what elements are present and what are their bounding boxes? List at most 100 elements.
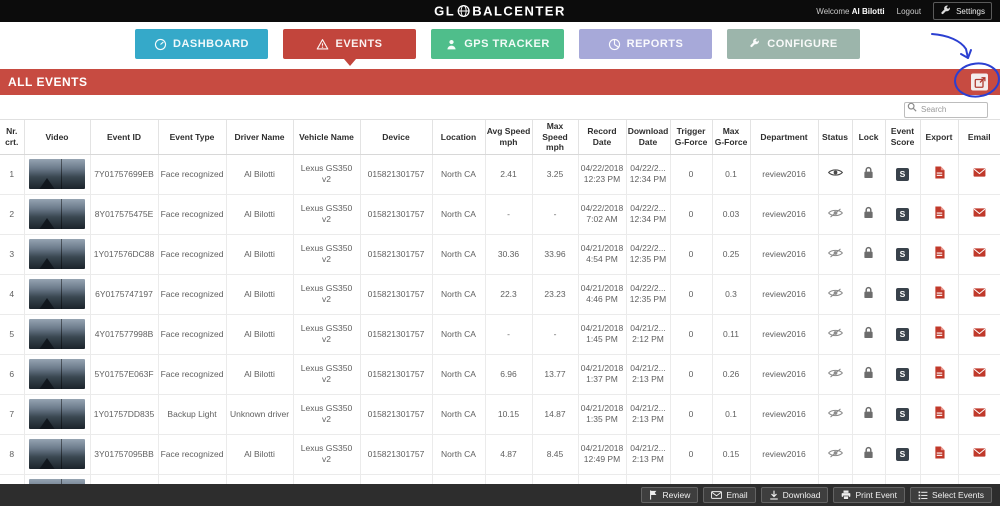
footer-button-label: Print Event bbox=[855, 490, 898, 500]
download-button[interactable]: Download bbox=[760, 487, 829, 503]
event-row[interactable]: 4 6Y0175747197 Face recognized Al Bilotti Le… bbox=[0, 274, 1000, 315]
export-events-button[interactable] bbox=[971, 73, 988, 91]
video-thumbnail[interactable] bbox=[29, 439, 85, 470]
column-header: Location bbox=[432, 120, 486, 155]
event-id-cell: 5Y01757E063F bbox=[90, 354, 159, 395]
eye-off-icon[interactable] bbox=[827, 288, 843, 298]
nav-tab-events[interactable]: EVENTS bbox=[283, 29, 416, 66]
event-row[interactable]: 6 5Y01757E063F Face recognized Al Bilotti Le… bbox=[0, 354, 1000, 395]
trigger-gforce-cell-text: 0 bbox=[688, 368, 694, 379]
event-score-badge[interactable]: S bbox=[896, 327, 909, 341]
pdf-icon[interactable] bbox=[934, 246, 945, 259]
date-line-1: 04/21/2... bbox=[630, 322, 666, 333]
nav-tab-dashboard[interactable]: DASHBOARD bbox=[135, 29, 268, 59]
envelope-icon[interactable] bbox=[973, 288, 986, 297]
envelope-icon[interactable] bbox=[973, 448, 986, 457]
video-thumbnail[interactable] bbox=[29, 159, 85, 190]
pdf-icon[interactable] bbox=[934, 206, 945, 219]
eye-off-icon[interactable] bbox=[827, 448, 843, 458]
eye-icon[interactable] bbox=[827, 168, 843, 177]
status-cell bbox=[818, 274, 853, 315]
footer-button-label: Select Events bbox=[932, 490, 984, 500]
lock-icon[interactable] bbox=[863, 406, 874, 419]
event-score-badge[interactable]: S bbox=[896, 367, 909, 381]
video-thumbnail[interactable] bbox=[29, 319, 85, 350]
video-thumbnail[interactable] bbox=[29, 239, 85, 270]
location-cell-text: North CA bbox=[441, 448, 476, 459]
video-thumbnail[interactable] bbox=[29, 399, 85, 430]
event-type-cell-text: Face recognized bbox=[160, 288, 224, 299]
event-id-cell: 1Y01757DD835 bbox=[90, 394, 159, 435]
status-cell bbox=[818, 154, 853, 195]
envelope-icon[interactable] bbox=[973, 208, 986, 217]
globe-icon bbox=[457, 4, 470, 18]
video-thumbnail[interactable] bbox=[29, 359, 85, 390]
print-event-button[interactable]: Print Event bbox=[833, 487, 906, 503]
export-cell bbox=[920, 274, 959, 315]
max-speed-cell-text: 3.25 bbox=[546, 168, 564, 179]
lock-icon[interactable] bbox=[863, 366, 874, 379]
envelope-icon[interactable] bbox=[973, 408, 986, 417]
pdf-icon[interactable] bbox=[934, 366, 945, 379]
event-row[interactable]: 3 1Y017576DC88 Face recognized Al Bilotti Le… bbox=[0, 234, 1000, 275]
export-cell bbox=[920, 354, 959, 395]
lock-icon[interactable] bbox=[863, 246, 874, 259]
event-row[interactable]: 7 1Y01757DD835 Backup Light Unknown driver L… bbox=[0, 394, 1000, 435]
envelope-icon[interactable] bbox=[973, 368, 986, 377]
lock-icon[interactable] bbox=[863, 326, 874, 339]
event-score-badge[interactable]: S bbox=[896, 407, 909, 421]
eye-off-icon[interactable] bbox=[827, 408, 843, 418]
nav-tab-reports[interactable]: REPORTS bbox=[579, 29, 712, 59]
date-line-1: 04/21/2018 bbox=[580, 402, 624, 413]
eye-off-icon[interactable] bbox=[827, 208, 843, 218]
video-thumbnail[interactable] bbox=[29, 199, 85, 230]
envelope-icon[interactable] bbox=[973, 168, 986, 177]
eye-off-icon[interactable] bbox=[827, 328, 843, 338]
device-cell-text: 015821301757 bbox=[367, 168, 425, 179]
pdf-icon[interactable] bbox=[934, 446, 945, 459]
event-score-badge[interactable]: S bbox=[896, 207, 909, 221]
video-cell bbox=[24, 154, 91, 195]
section-title: ALL EVENTS bbox=[8, 75, 88, 89]
event-score-badge[interactable]: S bbox=[896, 247, 909, 261]
nav-tab-configure[interactable]: CONFIGURE bbox=[727, 29, 860, 59]
event-id-cell: 7Y01757699EB bbox=[90, 154, 159, 195]
event-id-cell-text: 4Y017577998B bbox=[94, 328, 154, 339]
settings-button[interactable]: Settings bbox=[933, 2, 992, 20]
avg-speed-cell: 4.87 bbox=[485, 434, 533, 475]
trigger-gforce-cell: 0 bbox=[670, 154, 713, 195]
eye-off-icon[interactable] bbox=[827, 368, 843, 378]
nav-tab-label: GPS TRACKER bbox=[464, 38, 550, 50]
event-row[interactable]: 2 8Y017575475E Face recognized Al Bilotti Le… bbox=[0, 194, 1000, 235]
lock-icon[interactable] bbox=[863, 206, 874, 219]
pdf-icon[interactable] bbox=[934, 166, 945, 179]
event-row[interactable]: 1 7Y01757699EB Face recognized Al Bilotti Le… bbox=[0, 154, 1000, 195]
event-score-badge[interactable]: S bbox=[896, 287, 909, 301]
select-events-button[interactable]: Select Events bbox=[910, 487, 992, 503]
wrench-icon bbox=[940, 5, 952, 17]
video-thumbnail[interactable] bbox=[29, 479, 85, 487]
footer-toolbar: Review Email Download Print Event Select Eve… bbox=[0, 484, 1000, 506]
envelope-icon[interactable] bbox=[973, 248, 986, 257]
lock-icon[interactable] bbox=[863, 166, 874, 179]
event-row[interactable]: 8 3Y01757095BB Face recognized Al Bilotti Le… bbox=[0, 434, 1000, 475]
pdf-icon[interactable] bbox=[934, 326, 945, 339]
lock-icon[interactable] bbox=[863, 286, 874, 299]
event-row[interactable]: 5 4Y017577998B Face recognized Al Bilotti Le… bbox=[0, 314, 1000, 355]
nav-tab-gps-tracker[interactable]: GPS TRACKER bbox=[431, 29, 564, 59]
lock-icon[interactable] bbox=[863, 446, 874, 459]
pdf-icon[interactable] bbox=[934, 406, 945, 419]
driver-name-cell: Al Bilotti bbox=[226, 154, 294, 195]
logout-link[interactable]: Logout bbox=[896, 6, 922, 16]
event-score-badge[interactable]: S bbox=[896, 447, 909, 461]
review-button[interactable]: Review bbox=[641, 487, 699, 503]
status-cell bbox=[818, 474, 853, 487]
pdf-icon[interactable] bbox=[934, 286, 945, 299]
eye-off-icon[interactable] bbox=[827, 248, 843, 258]
video-thumbnail[interactable] bbox=[29, 279, 85, 310]
search-input[interactable] bbox=[904, 101, 988, 118]
email-button[interactable]: Email bbox=[703, 487, 756, 503]
event-score-badge[interactable]: S bbox=[896, 167, 909, 181]
envelope-icon[interactable] bbox=[973, 328, 986, 337]
